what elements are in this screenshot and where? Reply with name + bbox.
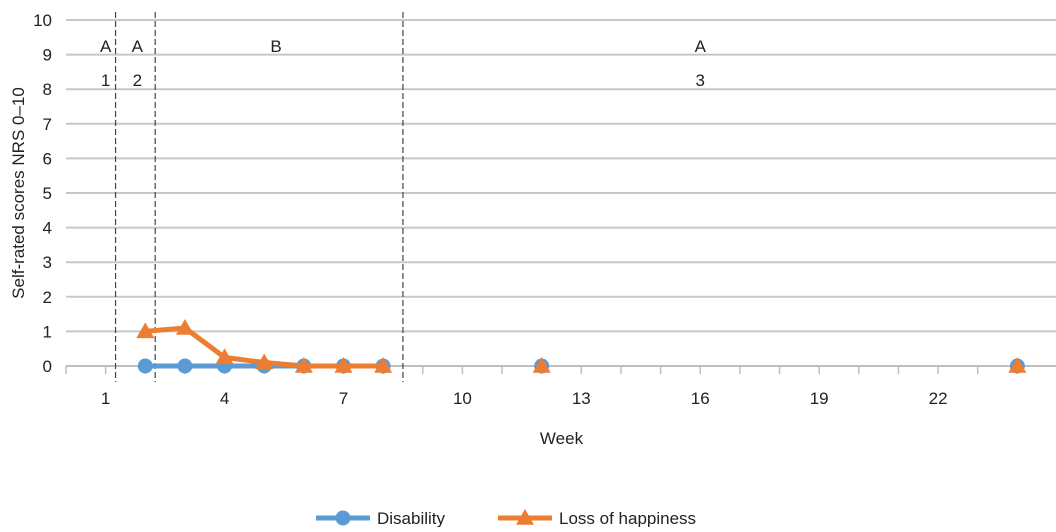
x-tick-label: 1 [101, 389, 110, 408]
phase-number: 3 [696, 71, 705, 90]
phase-label: B [270, 37, 281, 56]
series [136, 318, 1027, 374]
x-tick-label: 4 [220, 389, 229, 408]
y-tick-label: 10 [33, 11, 52, 30]
y-tick-label: 9 [43, 46, 52, 65]
legend: Disability Loss of happiness [316, 509, 696, 528]
y-axis-title: Self-rated scores NRS 0–10 [9, 87, 28, 299]
legend-item: Loss of happiness [498, 509, 696, 528]
y-tick-label: 7 [43, 115, 52, 134]
data-point [294, 357, 313, 373]
gridlines [66, 19, 1056, 333]
phase-number: 2 [133, 71, 142, 90]
data-point [255, 353, 274, 370]
x-tick-label: 7 [339, 389, 348, 408]
x-tick-label: 13 [572, 389, 591, 408]
phase-label: A [695, 37, 707, 56]
data-point [1008, 357, 1027, 373]
data-point [175, 318, 194, 335]
series-loss-of-happiness [136, 318, 1027, 373]
data-point [215, 348, 234, 365]
legend-label: Disability [377, 509, 446, 527]
x-tick-label: 10 [453, 389, 472, 408]
data-point [374, 357, 393, 373]
data-point [532, 357, 551, 373]
y-tick-label: 3 [43, 253, 52, 272]
phase-labels: A 1 A 2 B A 3 [100, 37, 707, 90]
x-axis-title: Week [540, 429, 584, 448]
x-tick-label: 19 [810, 389, 829, 408]
phase-number: 1 [101, 71, 110, 90]
phase-dividers [114, 12, 404, 382]
y-tick-label: 1 [43, 322, 52, 341]
y-tick-label: 5 [43, 184, 52, 203]
phase-label: A [132, 37, 144, 56]
y-tick-label: 6 [43, 149, 52, 168]
y-tick-label: 4 [43, 219, 52, 238]
phase-label: A [100, 37, 112, 56]
y-tick-label: 2 [43, 288, 52, 307]
legend-label: Loss of happiness [559, 509, 696, 527]
x-tick-label: 22 [929, 389, 948, 408]
y-tick-label: 8 [43, 80, 52, 99]
x-tick-label: 16 [691, 389, 710, 408]
data-point [136, 322, 155, 339]
legend-item: Disability [316, 509, 446, 528]
legend-swatch-marker [516, 509, 534, 525]
legend-swatch-marker [335, 510, 351, 526]
y-tick-label: 0 [43, 357, 52, 376]
data-point [334, 357, 353, 373]
data-point [137, 358, 153, 374]
data-point [177, 358, 193, 374]
